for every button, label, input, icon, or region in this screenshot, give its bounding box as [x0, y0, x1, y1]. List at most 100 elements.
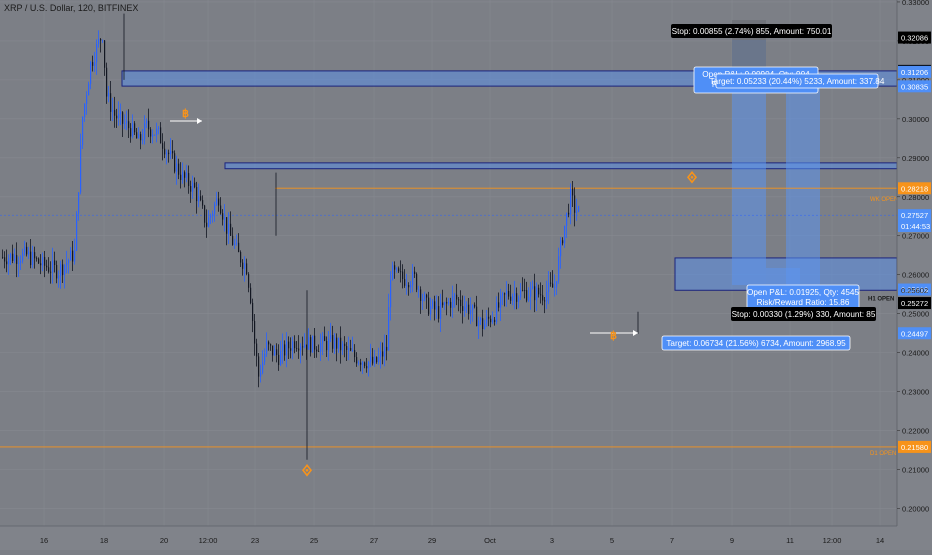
- price-axis[interactable]: 0.330000.320000.310000.300000.290000.280…: [896, 0, 932, 550]
- candle-body: [150, 129, 152, 137]
- target-label-top: Target: 0.05233 (20.44%) 5233, Amount: 3…: [710, 73, 885, 89]
- price-label-box: [898, 182, 931, 195]
- candle-body: [576, 211, 578, 213]
- price-label-text: 0.25602: [901, 286, 928, 295]
- candle-body: [430, 306, 432, 315]
- bitcoin-icon: ฿: [610, 330, 617, 342]
- candle-body: [216, 198, 218, 205]
- diamond-icon: [686, 171, 698, 184]
- price-label-text: 0.25619: [901, 286, 928, 295]
- price-label-box: [898, 80, 931, 93]
- candle-body: [258, 356, 260, 377]
- candles-layer: [2, 13, 639, 460]
- candle-body: [284, 344, 286, 356]
- price-label: 01:44:53: [898, 219, 931, 232]
- candle-body: [504, 293, 506, 295]
- price-label-box: [898, 297, 931, 310]
- candle-body: [190, 186, 192, 192]
- candle-body: [12, 253, 14, 261]
- candle-body: [28, 251, 30, 255]
- candle-body: [460, 299, 462, 307]
- y-tick-label: 0.25000: [902, 310, 929, 319]
- candle-body: [66, 262, 68, 266]
- candle-body: [336, 337, 338, 349]
- x-tick-label: 18: [100, 536, 108, 545]
- x-tick-label: 12:00: [823, 536, 842, 545]
- candle-body: [314, 335, 316, 350]
- price-label-text: 0.27527: [901, 211, 928, 220]
- candle-body: [294, 341, 296, 349]
- candle-body: [486, 316, 488, 324]
- candle-body: [238, 242, 240, 253]
- candle-body: [450, 301, 452, 308]
- candle-body: [332, 335, 334, 349]
- candle-body: [530, 288, 532, 297]
- target-label-top-box: [715, 73, 879, 89]
- candle-body: [366, 366, 368, 369]
- candle-body: [242, 262, 244, 269]
- candle-body: [164, 148, 166, 155]
- candle-body: [534, 286, 536, 301]
- candle-body: [130, 128, 132, 137]
- candle-body: [224, 217, 226, 220]
- x-tick-label: 23: [251, 536, 259, 545]
- candle-body: [44, 256, 46, 266]
- candle-body: [8, 258, 10, 265]
- candle-body: [364, 362, 366, 367]
- price-label-box: [898, 65, 931, 78]
- candle-body: [244, 263, 246, 269]
- x-tick-label: 9: [730, 536, 734, 545]
- candle-body: [344, 343, 346, 347]
- time-axis[interactable]: 16 18 20 12:00 23 25 27 29 Oct 3 5 7 9 11 12:00 14: [0, 525, 897, 550]
- candle-body: [404, 279, 406, 286]
- candle-body: [566, 212, 568, 226]
- candle-body: [490, 318, 492, 323]
- candle-body: [442, 302, 444, 306]
- candle-body: [16, 255, 18, 264]
- candle-body: [180, 174, 182, 181]
- candle-body: [464, 307, 466, 311]
- candle-body: [348, 348, 350, 350]
- target-label-bottom-text: Target: 0.06734 (21.56%) 6734, Amount: 2…: [666, 339, 846, 348]
- candle-body: [176, 163, 178, 172]
- candle-body: [252, 302, 254, 322]
- y-tick-label: 0.21000: [902, 466, 929, 475]
- open-pl-bottom: Open P&L: 0.01925, Qty: 4545Risk/Reward …: [746, 284, 859, 310]
- candle-body: [60, 264, 62, 276]
- candle-body: [14, 255, 16, 261]
- candle-body: [132, 123, 134, 137]
- candle-body: [136, 132, 138, 139]
- candle-body: [428, 297, 430, 315]
- candle-body: [70, 250, 72, 261]
- candle-body: [508, 291, 510, 297]
- candle-body: [496, 302, 498, 322]
- candle-body: [546, 291, 548, 302]
- candle-body: [220, 205, 222, 214]
- candle-body: [330, 335, 332, 339]
- candle-body: [146, 120, 148, 124]
- candle-body: [346, 346, 348, 350]
- candle-body: [452, 296, 454, 308]
- candle-body: [210, 215, 212, 218]
- candle-body: [406, 285, 408, 286]
- candle-body: [250, 287, 252, 303]
- candle-body: [304, 344, 306, 348]
- candle-body: [236, 242, 238, 244]
- candle-body: [426, 294, 428, 298]
- candle-body: [412, 271, 414, 286]
- candle-body: [256, 343, 258, 357]
- candle-body: [228, 223, 230, 234]
- stop-label-top-box: [671, 24, 832, 38]
- candle-body: [360, 362, 362, 365]
- candle-body: [2, 257, 4, 258]
- price-label-box: [898, 327, 931, 340]
- candle-body: [538, 287, 540, 295]
- candle-body: [462, 306, 464, 311]
- candle-body: [382, 351, 384, 357]
- arrow-head-icon: [633, 330, 638, 336]
- candle-body: [56, 264, 58, 279]
- candle-body: [388, 307, 390, 351]
- candle-body: [494, 319, 496, 322]
